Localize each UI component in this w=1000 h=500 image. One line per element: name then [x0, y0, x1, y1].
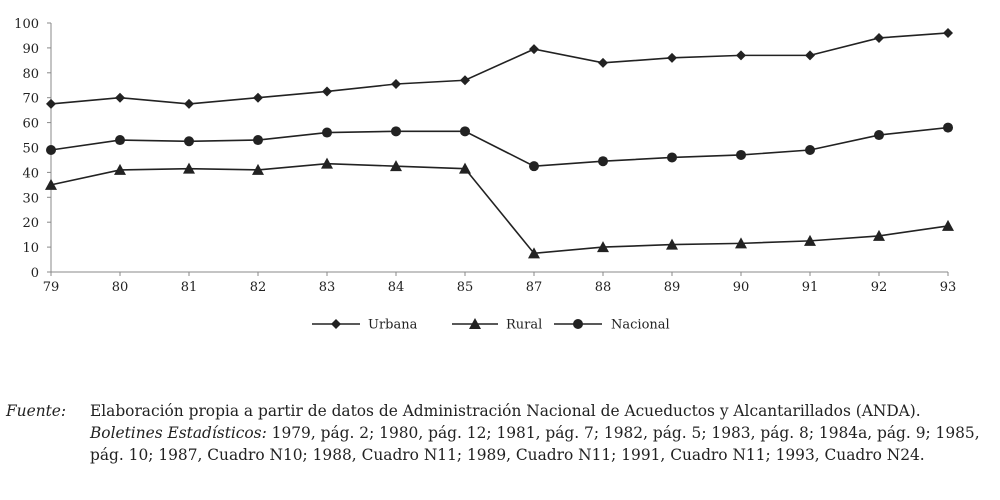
series-rural	[45, 157, 954, 259]
data-point-rural	[252, 163, 264, 175]
data-point-urbana	[598, 57, 608, 68]
y-tick-label: 70	[22, 92, 39, 107]
legend-item-rural: Rural	[452, 318, 542, 333]
y-tick-label: 10	[22, 241, 39, 256]
data-point-nacional	[667, 152, 677, 163]
data-point-rural	[804, 234, 816, 246]
data-point-nacional	[736, 149, 746, 160]
source-line-3: pág. 10; 1987, Cuadro N10; 1988, Cuadro …	[90, 446, 925, 464]
data-point-urbana	[391, 79, 401, 90]
x-tick-label: 81	[181, 280, 198, 295]
y-tick-label: 100	[14, 17, 39, 32]
y-tick-label: 20	[22, 216, 39, 231]
data-point-urbana	[529, 44, 539, 55]
legend-label-rural: Rural	[506, 318, 542, 333]
series-line-nacional	[50, 126, 949, 167]
legend-marker-urbana	[331, 319, 341, 329]
legend-marker-nacional	[573, 319, 583, 329]
legend-marker-rural	[469, 318, 481, 329]
data-point-nacional	[184, 136, 194, 147]
data-point-nacional	[598, 156, 608, 167]
data-point-rural	[942, 219, 954, 231]
data-point-nacional	[529, 161, 539, 172]
x-tick-label: 91	[802, 280, 819, 295]
line-chart: 0 10 20 30 40 50 60 70 80 90 100 79 80 81 82 83 84 85 87 88…	[14, 17, 956, 333]
data-point-urbana	[46, 98, 56, 109]
legend-item-urbana: Urbana	[312, 318, 418, 333]
data-point-rural	[873, 229, 885, 241]
x-tick-label: 83	[319, 280, 336, 295]
series-line-urbana	[50, 32, 949, 105]
source-line-2-text: 1979, pág. 2; 1980, pág. 12; 1981, pág. …	[266, 424, 980, 442]
x-tick-label: 87	[526, 280, 543, 295]
y-tick-label: 90	[22, 42, 39, 57]
data-point-nacional	[805, 144, 815, 155]
data-point-nacional	[115, 135, 125, 146]
data-point-nacional	[322, 127, 332, 138]
y-tick-label: 50	[22, 142, 39, 157]
data-point-nacional	[253, 135, 263, 146]
data-point-rural	[459, 162, 471, 174]
legend-label-urbana: Urbana	[368, 318, 418, 333]
series-nacional	[46, 122, 953, 172]
data-point-urbana	[874, 32, 884, 43]
x-tick-label: 82	[250, 280, 267, 295]
data-point-urbana	[115, 92, 125, 103]
source-text: Elaboración propia a partir de datos de …	[90, 400, 995, 466]
data-point-rural	[597, 241, 609, 253]
data-point-nacional	[943, 122, 953, 133]
series-urbana	[46, 27, 953, 109]
data-point-rural	[321, 157, 333, 169]
chart-axes: 0 10 20 30 40 50 60 70 80 90 100 79 80 81 82 83 84 85 87 88…	[14, 17, 956, 295]
x-tick-label: 88	[595, 280, 612, 295]
x-tick-label: 93	[940, 280, 957, 295]
source-label: Fuente:	[6, 402, 67, 420]
data-point-rural	[114, 163, 126, 175]
y-tick-label: 40	[22, 166, 39, 181]
data-point-nacional	[46, 144, 56, 155]
data-point-urbana	[253, 92, 263, 103]
series-line-rural	[50, 162, 949, 255]
chart-legend: Urbana Rural Nacional	[312, 318, 670, 333]
x-tick-label: 84	[388, 280, 405, 295]
data-point-nacional	[460, 126, 470, 137]
y-tick-label: 60	[22, 117, 39, 132]
source-line-1: Elaboración propia a partir de datos de …	[90, 402, 921, 420]
data-point-rural	[528, 247, 540, 259]
x-tick-label: 90	[733, 280, 750, 295]
data-point-rural	[666, 238, 678, 250]
data-point-urbana	[460, 75, 470, 86]
source-line-2: Boletines Estadísticos: 1979, pág. 2; 19…	[90, 422, 995, 444]
legend-label-nacional: Nacional	[611, 318, 670, 333]
data-point-urbana	[805, 50, 815, 61]
source-line-2-title: Boletines Estadísticos:	[90, 424, 267, 442]
data-point-urbana	[667, 52, 677, 63]
x-tick-label: 79	[43, 280, 60, 295]
y-tick-label: 0	[31, 266, 39, 281]
y-tick-label: 80	[22, 67, 39, 82]
x-tick-label: 80	[112, 280, 129, 295]
data-point-rural	[45, 178, 57, 190]
data-point-rural	[390, 160, 402, 172]
data-point-nacional	[874, 130, 884, 141]
x-tick-label: 92	[871, 280, 888, 295]
data-point-rural	[183, 162, 195, 174]
data-point-urbana	[943, 27, 953, 38]
chart-series	[45, 27, 954, 259]
data-point-urbana	[322, 86, 332, 97]
y-tick-label: 30	[22, 191, 39, 206]
legend-item-nacional: Nacional	[554, 318, 670, 333]
x-tick-label: 89	[664, 280, 681, 295]
data-point-rural	[735, 237, 747, 249]
data-point-nacional	[391, 126, 401, 137]
x-tick-label: 85	[457, 280, 474, 295]
data-point-urbana	[736, 50, 746, 61]
data-point-urbana	[184, 98, 194, 109]
